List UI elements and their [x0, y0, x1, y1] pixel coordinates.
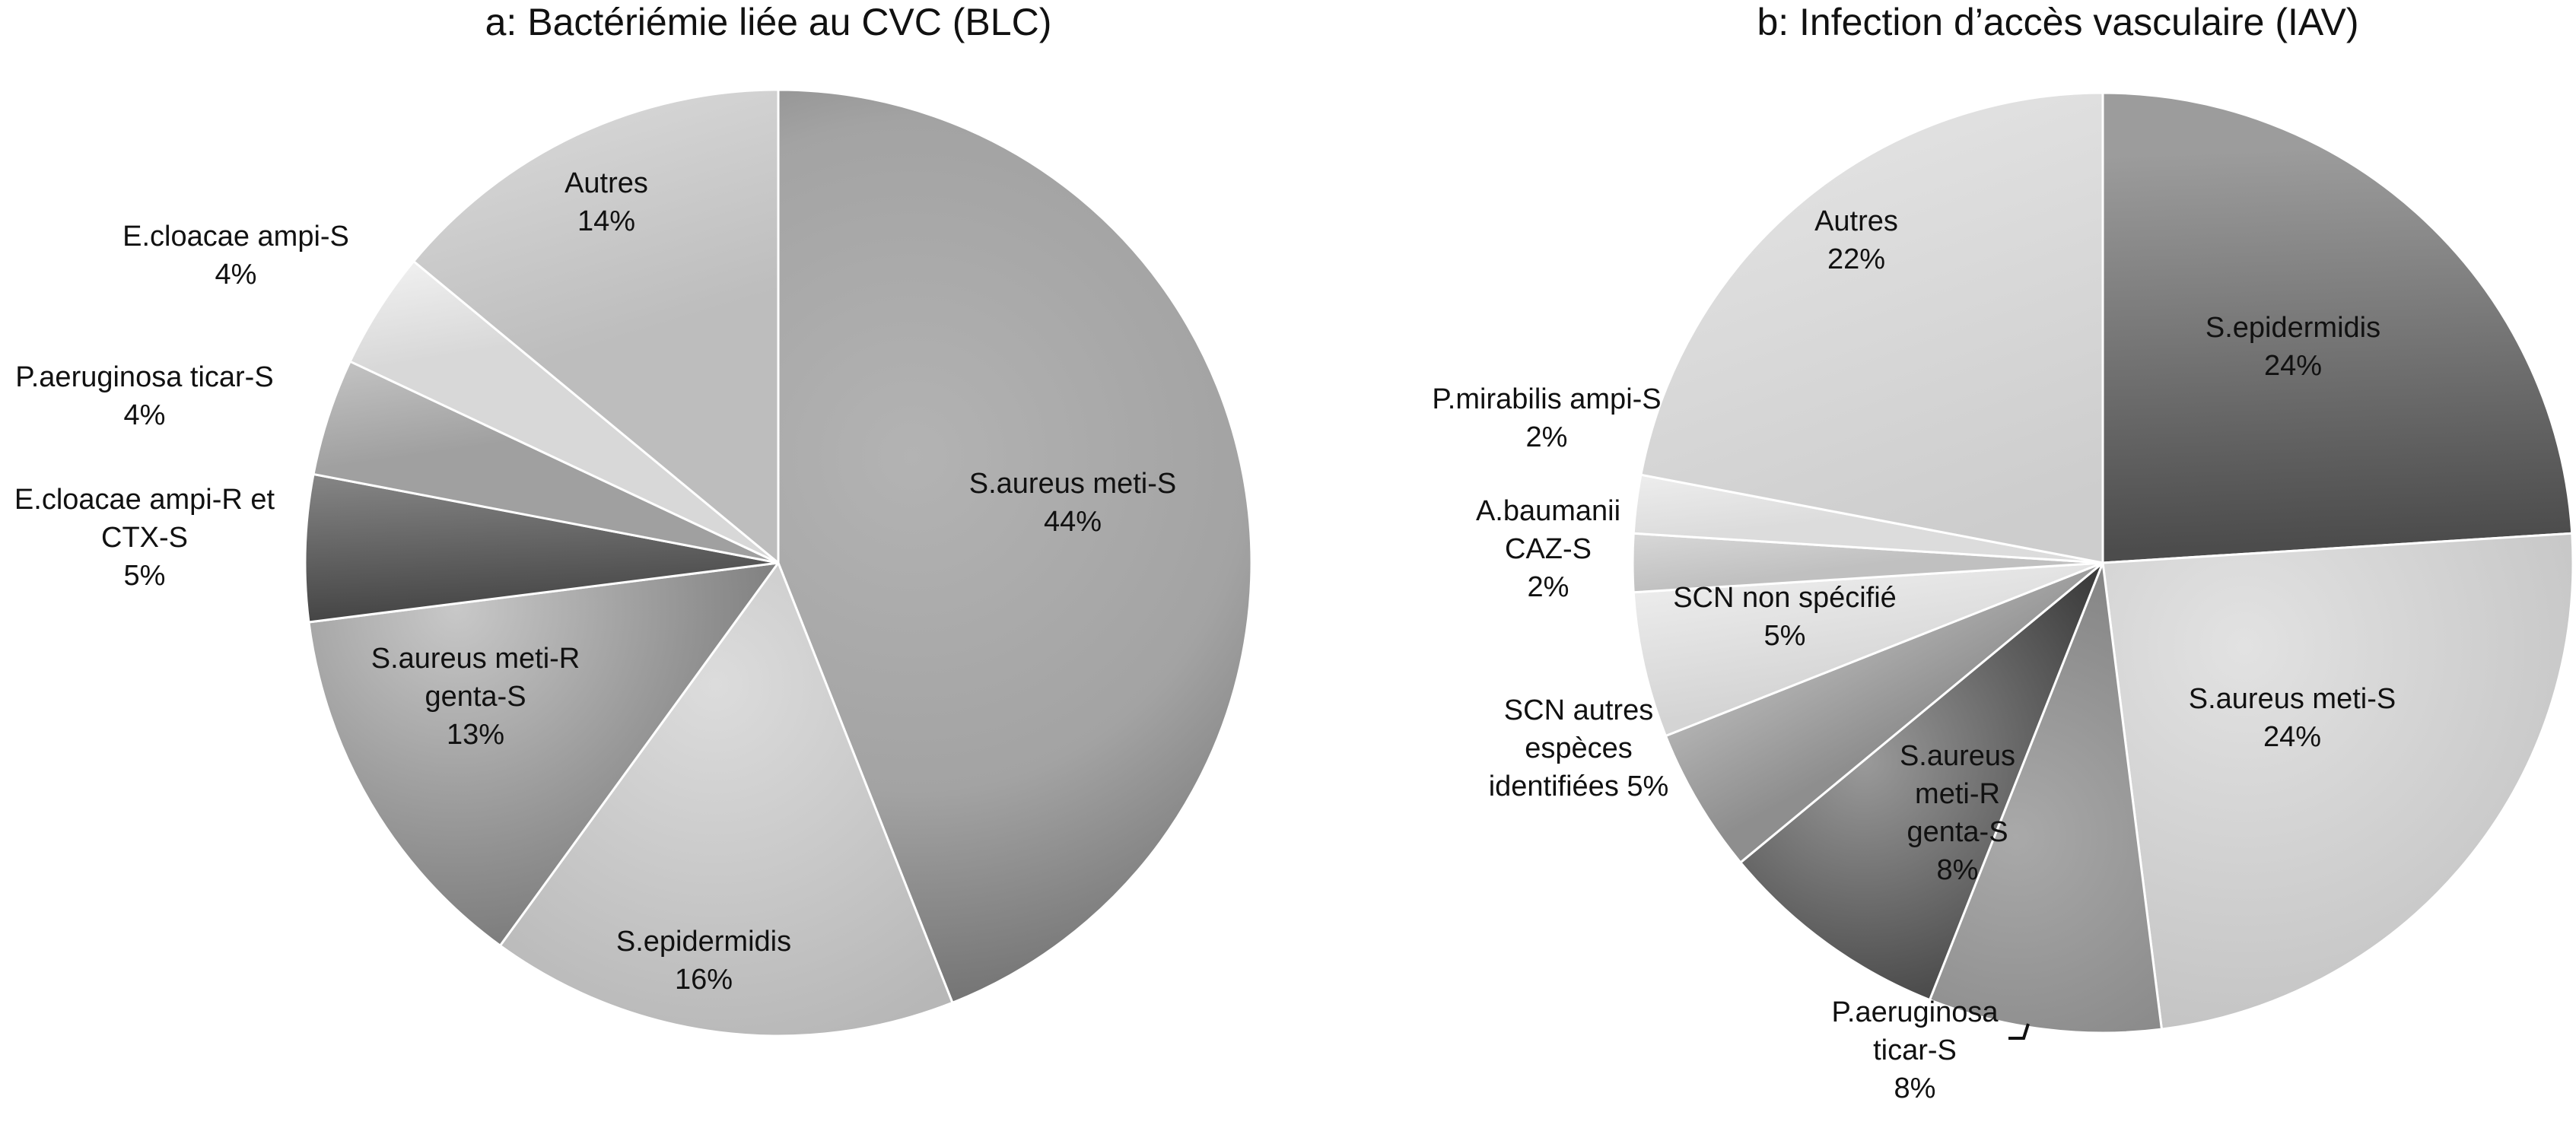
- pie-b-slice-scn-non-sp-cifi-5: [1632, 561, 2104, 737]
- pie-b-label-p-mirabilis-ampi-s-7: P.mirabilis ampi-S 2%: [1432, 383, 1661, 453]
- pie-a-label-s-epidermidis-1: S.epidermidis 16%: [616, 926, 791, 996]
- pie-chart-b: S.epidermidis 24% S.aureus meti-S 24% P.aeru…: [1432, 91, 2574, 1104]
- pie-chart-a: S.aureus meti-S 44% S.epidermidis 16% S.aure…: [14, 88, 1253, 1037]
- pie-b-label-p-aeruginosa-2: P.aeruginosa ticar-S 8%: [1831, 996, 1999, 1104]
- pie-b-label-s-aureus-meti-s-1: S.aureus meti-S 24%: [2189, 683, 2396, 753]
- leader-line-p-aeruginosa: [2008, 1023, 2030, 1040]
- pie-b-slice-s-aureus-meti-s-1: [2101, 532, 2574, 1031]
- pie-a-label-e-cloacae-ampi-r-et-3: E.cloacae ampi-R et CTX-S 5%: [14, 484, 275, 592]
- pie-a-slice-s-aureus-meti-s-0: [777, 88, 1253, 1004]
- chart-b-title: b: Infection d’accès vasculaire (IAV): [1757, 1, 2358, 43]
- pie-a-label-s-aureus-meti-s-0: S.aureus meti-S 44%: [969, 468, 1176, 538]
- pie-a-label-autres-6: Autres 14%: [564, 167, 648, 237]
- pie-a-label-s-aureus-meti-r-2: S.aureus meti-R genta-S 13%: [371, 643, 580, 751]
- pie-a-label-e-cloacae-ampi-s-5: E.cloacae ampi-S 4%: [122, 221, 349, 291]
- pie-a-slice-e-cloacae-ampi-r-et-3: [304, 472, 780, 624]
- pie-b-slice-s-aureus-3: [1739, 561, 2104, 1002]
- pie-a-label-p-aeruginosa-ticar-s-4: P.aeruginosa ticar-S 4%: [15, 361, 273, 431]
- pie-a-slice-s-aureus-meti-r-2: [307, 561, 780, 947]
- pie-b-slice-p-aeruginosa-2: [1929, 561, 2163, 1034]
- pie-b-label-s-aureus-3: S.aureus meti-R genta-S 8%: [1900, 740, 2015, 886]
- pie-b-label-scn-autres-4: SCN autres espèces identifiées 5%: [1489, 694, 1669, 802]
- pie-b-label-autres-8: Autres 22%: [1814, 205, 1898, 275]
- pie-b-label-s-epidermidis-0: S.epidermidis 24%: [2206, 312, 2380, 382]
- pie-b-slice-s-epidermidis-0: [2101, 91, 2574, 564]
- pie-b-slice-scn-autres-4: [1664, 561, 2104, 864]
- pie-a-slice-autres-6: [412, 88, 780, 564]
- pie-b-label-scn-non-sp-cifi-5: SCN non spécifié 5%: [1673, 582, 1897, 652]
- pie-b-slice-autres-8: [1639, 91, 2104, 564]
- pie-a-slice-s-epidermidis-1: [498, 561, 954, 1037]
- pie-b-label-a-baumanii-6: A.baumanii CAZ-S 2%: [1476, 495, 1620, 603]
- chart-a-title: a: Bactériémie liée au CVC (BLC): [485, 1, 1052, 43]
